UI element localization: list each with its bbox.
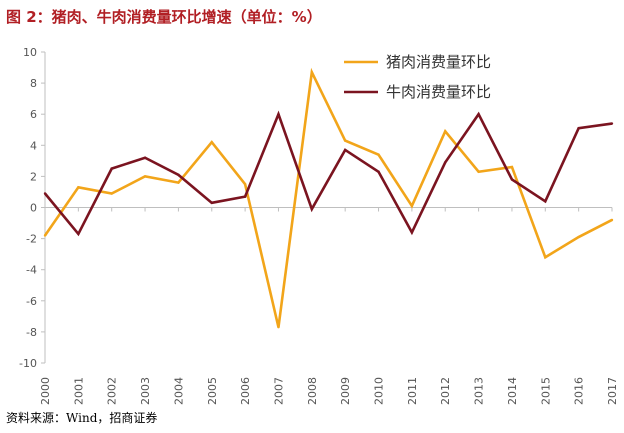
data-point-s2 xyxy=(110,167,113,170)
y-tick-label: 10 xyxy=(23,46,37,59)
x-tick-label: 2008 xyxy=(306,377,319,405)
data-point-s2 xyxy=(410,231,414,234)
x-tick-label: 2001 xyxy=(72,377,85,405)
x-tick-label: 2015 xyxy=(539,377,552,405)
data-point-s1 xyxy=(243,182,247,186)
y-tick-label: -10 xyxy=(19,357,37,370)
data-point-s2 xyxy=(243,195,247,198)
series-line-1 xyxy=(43,67,613,328)
x-tick-label: 2005 xyxy=(206,377,219,405)
data-point-s2 xyxy=(310,207,314,211)
y-tick-label: -2 xyxy=(26,233,37,246)
x-tick-label: 2017 xyxy=(606,377,619,405)
legend-label: 牛肉消费量环比 xyxy=(386,83,491,101)
data-point-s2 xyxy=(610,122,614,125)
data-point-s2 xyxy=(510,178,514,181)
x-tick-label: 2006 xyxy=(239,377,252,405)
x-tick-label: 2002 xyxy=(106,377,119,405)
data-point-s1 xyxy=(177,181,180,184)
data-point-s1 xyxy=(310,71,314,74)
data-point-s2 xyxy=(577,126,580,130)
data-point-s2 xyxy=(343,148,347,152)
y-tick-label: 6 xyxy=(30,108,37,121)
data-point-s2 xyxy=(43,192,47,195)
figure-title: 图 2：猪肉、牛肉消费量环比增速（单位：%） xyxy=(6,8,322,26)
data-point-s1 xyxy=(143,175,147,178)
data-point-s1 xyxy=(210,140,213,144)
data-point-s1 xyxy=(110,192,113,195)
data-point-s1 xyxy=(410,204,414,208)
data-point-s2 xyxy=(277,113,280,116)
data-point-s2 xyxy=(177,173,180,177)
x-tick-label: 2016 xyxy=(573,377,586,405)
y-tick-label: 4 xyxy=(30,139,37,152)
data-point-s1 xyxy=(610,218,614,222)
data-point-s2 xyxy=(544,200,547,203)
x-tick-label: 2003 xyxy=(139,377,152,405)
x-tick-label: 2004 xyxy=(172,377,185,405)
x-tick-label: 2014 xyxy=(506,377,519,405)
x-tick-label: 2000 xyxy=(39,377,52,405)
x-tick-label: 2010 xyxy=(373,377,386,405)
data-point-s2 xyxy=(77,232,80,236)
data-point-s1 xyxy=(77,186,80,189)
data-point-s1 xyxy=(277,326,280,329)
x-tick-label: 2013 xyxy=(473,377,486,405)
y-tick-label: -6 xyxy=(26,295,37,308)
data-point-s1 xyxy=(577,235,580,239)
data-point-s2 xyxy=(377,170,380,173)
data-point-s1 xyxy=(343,139,347,142)
data-point-s1 xyxy=(544,256,547,259)
x-tick-label: 2011 xyxy=(406,377,419,405)
data-point-s2 xyxy=(444,161,447,164)
y-tick-label: 2 xyxy=(30,170,37,183)
series-line-2 xyxy=(43,110,613,237)
source-note: 资料来源：Wind，招商证券 xyxy=(6,411,158,425)
data-point-s1 xyxy=(43,234,47,237)
data-point-s2 xyxy=(477,113,480,116)
y-tick-label: 0 xyxy=(30,202,37,215)
x-tick-label: 2012 xyxy=(439,377,452,405)
x-tick-label: 2007 xyxy=(272,377,285,405)
x-tick-label: 2009 xyxy=(339,377,352,405)
data-point-s2 xyxy=(143,156,147,159)
legend-label: 猪肉消费量环比 xyxy=(386,53,491,71)
data-point-s1 xyxy=(377,153,380,156)
data-point-s1 xyxy=(444,130,447,133)
data-point-s1 xyxy=(510,165,514,169)
y-tick-label: -8 xyxy=(26,326,37,339)
data-point-s1 xyxy=(477,170,480,173)
data-point-s2 xyxy=(210,201,213,205)
y-tick-label: -4 xyxy=(26,264,37,277)
y-tick-label: 8 xyxy=(30,77,37,90)
